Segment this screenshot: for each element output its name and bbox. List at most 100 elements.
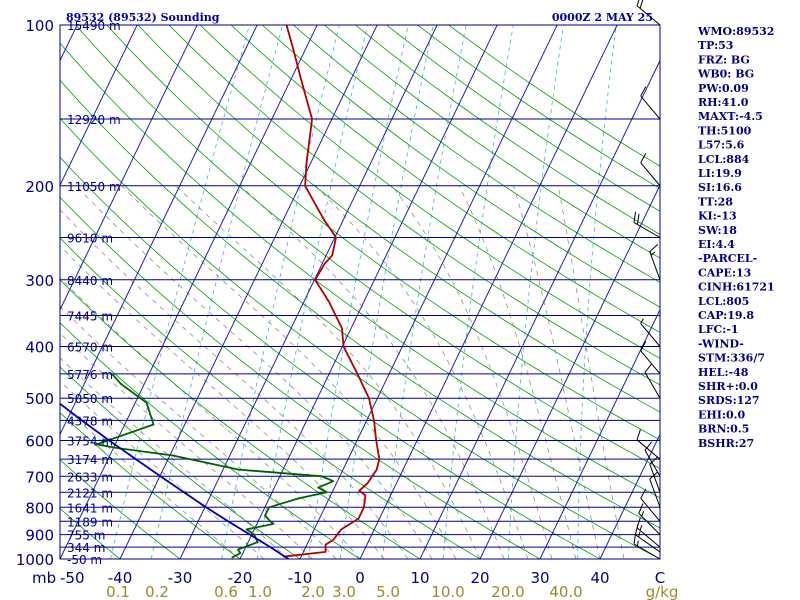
wind-barb-half-feather xyxy=(639,525,643,531)
height-label: 1641 m xyxy=(67,501,113,515)
index-entry: CINH:61721 xyxy=(698,281,775,294)
mixing-ratio-label: 1.0 xyxy=(248,583,272,600)
temperature-tick-label: 10 xyxy=(410,569,429,587)
index-entry: CAPE:13 xyxy=(698,266,751,279)
wind-barb-staff xyxy=(635,534,661,553)
dry-adiabat xyxy=(60,322,361,559)
pressure-tick-label: 100 xyxy=(25,17,54,35)
pressure-tick-label: 200 xyxy=(25,178,54,196)
parcel-trace xyxy=(60,402,290,559)
isotherm-line xyxy=(60,25,138,187)
temperature-trace xyxy=(282,25,381,558)
moist-adiabat xyxy=(240,185,505,559)
temperature-tick-label: -20 xyxy=(228,569,253,587)
temperature-tick-label: 40 xyxy=(590,569,609,587)
index-entry: LCL:884 xyxy=(698,153,750,166)
pressure-axis: 100 200 300 400 500 600 700 800 900 1000 xyxy=(16,17,54,569)
height-label: -50 m xyxy=(67,553,102,567)
wind-barb-staff xyxy=(640,350,661,375)
wind-barb-feather xyxy=(636,517,641,528)
wind-barb-staff xyxy=(649,251,661,280)
wind-barb-staff xyxy=(640,323,661,347)
wind-barb-feather xyxy=(640,86,647,97)
dry-adiabat xyxy=(60,366,301,559)
wind-barb-feather xyxy=(638,503,644,514)
isotherm-line xyxy=(599,433,660,559)
pressure-tick-label: 300 xyxy=(25,272,54,290)
wind-barbs xyxy=(633,0,661,560)
isotherm-line xyxy=(60,25,318,559)
moist-adiabat xyxy=(60,277,361,559)
wind-barb-staff xyxy=(636,439,661,460)
wind-barb-feather xyxy=(640,488,647,499)
wind-barb-feather xyxy=(640,153,647,164)
wind-barb-half-feather xyxy=(636,540,639,547)
isotherm-line xyxy=(419,59,660,559)
profile-traces xyxy=(60,25,381,559)
station-title: 89532 (89532) Sounding xyxy=(66,11,220,24)
wind-barb-feather xyxy=(639,0,644,9)
height-label: 3174 m xyxy=(67,453,113,467)
height-label: 7445 m xyxy=(67,310,113,324)
height-label: 2121 m xyxy=(67,486,113,500)
index-entry: WB0: BG xyxy=(697,68,754,81)
index-entry: L57:5.6 xyxy=(698,139,745,152)
pressure-tick-label: 400 xyxy=(25,339,54,357)
mixing-ratio-label: 0.1 xyxy=(106,583,130,600)
height-label: 5776 m xyxy=(67,368,113,382)
wind-barb-half-feather xyxy=(638,531,641,538)
wind-barb-staff xyxy=(640,498,661,522)
index-entry: CAP:19.8 xyxy=(698,309,754,322)
mixing-ratio-label: g/kg xyxy=(646,583,679,600)
wind-barb-feather xyxy=(636,213,640,225)
height-labels: 15490 m 12920 m 11050 m 9610 m 8440 m 7445 m 6… xyxy=(67,19,121,567)
pressure-tick-label: 800 xyxy=(25,499,54,517)
index-entry: STM:336/7 xyxy=(698,352,765,365)
wind-barb-staff xyxy=(636,5,661,26)
dry-adiabat xyxy=(60,508,121,559)
height-label: 4378 m xyxy=(67,414,113,428)
height-label: 755 m xyxy=(67,529,105,543)
index-entry: -WIND- xyxy=(698,337,744,350)
index-entry: EHI:0.0 xyxy=(698,408,745,421)
isotherm-line xyxy=(179,25,438,559)
temperature-tick-label: -30 xyxy=(168,569,193,587)
plot-frame xyxy=(59,24,661,560)
height-label: 12920 m xyxy=(67,113,121,127)
index-entry: FRZ: BG xyxy=(698,53,750,66)
wind-barb-staff xyxy=(633,543,661,560)
isotherm-line xyxy=(60,25,258,436)
height-label: 9610 m xyxy=(67,231,113,245)
height-label: 15490 m xyxy=(67,19,121,33)
temperature-tick-label: C xyxy=(655,569,665,587)
mixing-ratio-label: 3.0 xyxy=(332,583,356,600)
pressure-tick-label: 600 xyxy=(25,433,54,451)
wind-barb-staff xyxy=(638,512,661,535)
wind-barb-staff xyxy=(640,162,661,187)
temperature-tick-label: 20 xyxy=(470,569,489,587)
index-entry: LFC:-1 xyxy=(698,323,739,336)
isobars xyxy=(60,25,660,559)
index-entry: PW:0.09 xyxy=(698,82,749,95)
mixing-ratio-label: 20.0 xyxy=(491,583,524,600)
pressure-tick-label: 700 xyxy=(25,468,54,486)
isotherm-line xyxy=(479,184,660,559)
background-grid xyxy=(60,25,660,559)
index-entry: BSHR:27 xyxy=(698,437,754,450)
height-label: 8440 m xyxy=(67,274,113,288)
index-entry: EI:4.4 xyxy=(698,238,735,251)
wind-barb-staff xyxy=(633,222,661,238)
index-entry: KI:-13 xyxy=(698,210,737,223)
isotherm-line xyxy=(299,25,558,559)
temperature-tick-label: -50 xyxy=(60,569,85,587)
mixing-ratio-label: 0.6 xyxy=(214,583,238,600)
wind-barb-staff xyxy=(649,463,661,493)
mixing-ratio-label: 5.0 xyxy=(376,583,400,600)
wind-barb-staff xyxy=(649,478,661,508)
index-entry: SW:18 xyxy=(698,224,737,237)
wind-barb-half-feather xyxy=(641,511,645,517)
wind-barb-staff xyxy=(644,450,661,477)
wind-barb-feather xyxy=(649,456,659,465)
